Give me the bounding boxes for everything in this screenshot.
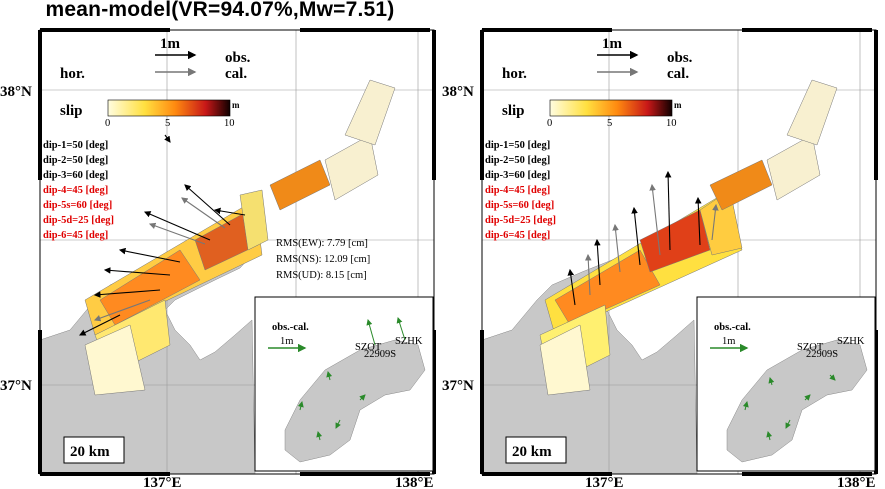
dip-label: dip-1=50 [deg] — [485, 140, 550, 151]
dip-label: dip-5d=25 [deg] — [485, 215, 556, 226]
slip-tick-0: 0 — [547, 118, 552, 129]
station-22909s: 22909S — [364, 349, 396, 360]
station-22909s: 22909S — [806, 349, 838, 360]
rms-ns: RMS(NS): 12.09 [cm] — [276, 254, 370, 265]
dip-labels-left: dip-1=50 [deg] dip-2=50 [deg] dip-3=60 [… — [43, 140, 114, 241]
slip-colorbar — [549, 99, 673, 117]
left-map-panel: 1m obs. cal. hor. slip m 0 5 10 dip-1=50… — [0, 28, 436, 489]
scalebar-label-left: 20 km — [70, 444, 110, 460]
hor-label: hor. — [502, 66, 527, 82]
station-szhk: SZHK — [837, 336, 865, 347]
residual-inset-left: obs.-cal. 1m SZOT 22909S SZHK — [254, 296, 434, 472]
lon-137-left: 137°E — [143, 475, 182, 489]
slip-tick-0: 0 — [105, 118, 110, 129]
inset-scale: 1m — [280, 336, 293, 347]
lat-38-left: 38°N — [0, 84, 32, 100]
figure-title: mean-model(VR=94.07%,Mw=7.51) — [45, 0, 395, 21]
rms-ud: RMS(UD): 8.15 [cm] — [276, 270, 367, 281]
dip-label: dip-2=50 [deg] — [485, 155, 550, 166]
rms-ew: RMS(EW): 7.79 [cm] — [276, 238, 368, 249]
slip-label: slip — [502, 103, 525, 119]
fault-patches-left — [84, 79, 396, 396]
fault-patches-right — [539, 79, 838, 396]
dip-label: dip-4=45 [deg] — [43, 185, 108, 196]
dip-label: dip-6=45 [deg] — [43, 230, 108, 241]
cal-label: cal. — [667, 66, 689, 82]
obs-cal-arrows-right — [567, 170, 719, 306]
inset-label: obs.-cal. — [714, 322, 751, 333]
dip-label: dip-3=60 [deg] — [485, 170, 550, 181]
scale-label: 1m — [602, 36, 623, 52]
lon-137-right: 137°E — [585, 475, 624, 489]
dip-label: dip-1=50 [deg] — [43, 140, 108, 151]
lon-138-right: 138°E — [837, 475, 876, 489]
dip-label: dip-3=60 [deg] — [43, 170, 108, 181]
hor-label: hor. — [60, 66, 85, 82]
dip-label: dip-5s=60 [deg] — [485, 200, 554, 211]
lat-38-right: 38°N — [442, 84, 474, 100]
residual-inset-right: obs.-cal. 1m SZOT 22909S SZHK — [696, 296, 876, 472]
obs-label: obs. — [225, 50, 251, 66]
obs-cal-arrows-left — [79, 134, 246, 336]
slip-tick-10: 10 — [666, 118, 677, 129]
dip-label: dip-5s=60 [deg] — [43, 200, 112, 211]
inset-scale: 1m — [722, 336, 735, 347]
right-map-panel: 1m obs. cal. hor. slip m 0 5 10 dip-1=50… — [442, 28, 878, 489]
station-szhk: SZHK — [395, 336, 423, 347]
lat-37-left: 37°N — [0, 378, 32, 394]
slip-label: slip — [60, 103, 83, 119]
slip-colorbar — [107, 99, 231, 117]
slip-unit: m — [674, 100, 682, 110]
dip-label: dip-6=45 [deg] — [485, 230, 550, 241]
scale-label: 1m — [160, 36, 181, 52]
slip-unit: m — [232, 100, 240, 110]
station-szot: SZOT — [355, 342, 382, 353]
slip-tick-5: 5 — [165, 118, 170, 129]
lat-37-right: 37°N — [442, 378, 474, 394]
dip-label: dip-2=50 [deg] — [43, 155, 108, 166]
dip-label: dip-4=45 [deg] — [485, 185, 550, 196]
dip-label: dip-5d=25 [deg] — [43, 215, 114, 226]
cal-label: cal. — [225, 66, 247, 82]
lon-138-left: 138°E — [395, 475, 434, 489]
slip-tick-5: 5 — [607, 118, 612, 129]
inset-label: obs.-cal. — [272, 322, 309, 333]
dip-labels-right: dip-1=50 [deg] dip-2=50 [deg] dip-3=60 [… — [485, 140, 556, 241]
station-szot: SZOT — [797, 342, 824, 353]
slip-tick-10: 10 — [224, 118, 235, 129]
obs-label: obs. — [667, 50, 693, 66]
scalebar-label-right: 20 km — [512, 444, 552, 460]
